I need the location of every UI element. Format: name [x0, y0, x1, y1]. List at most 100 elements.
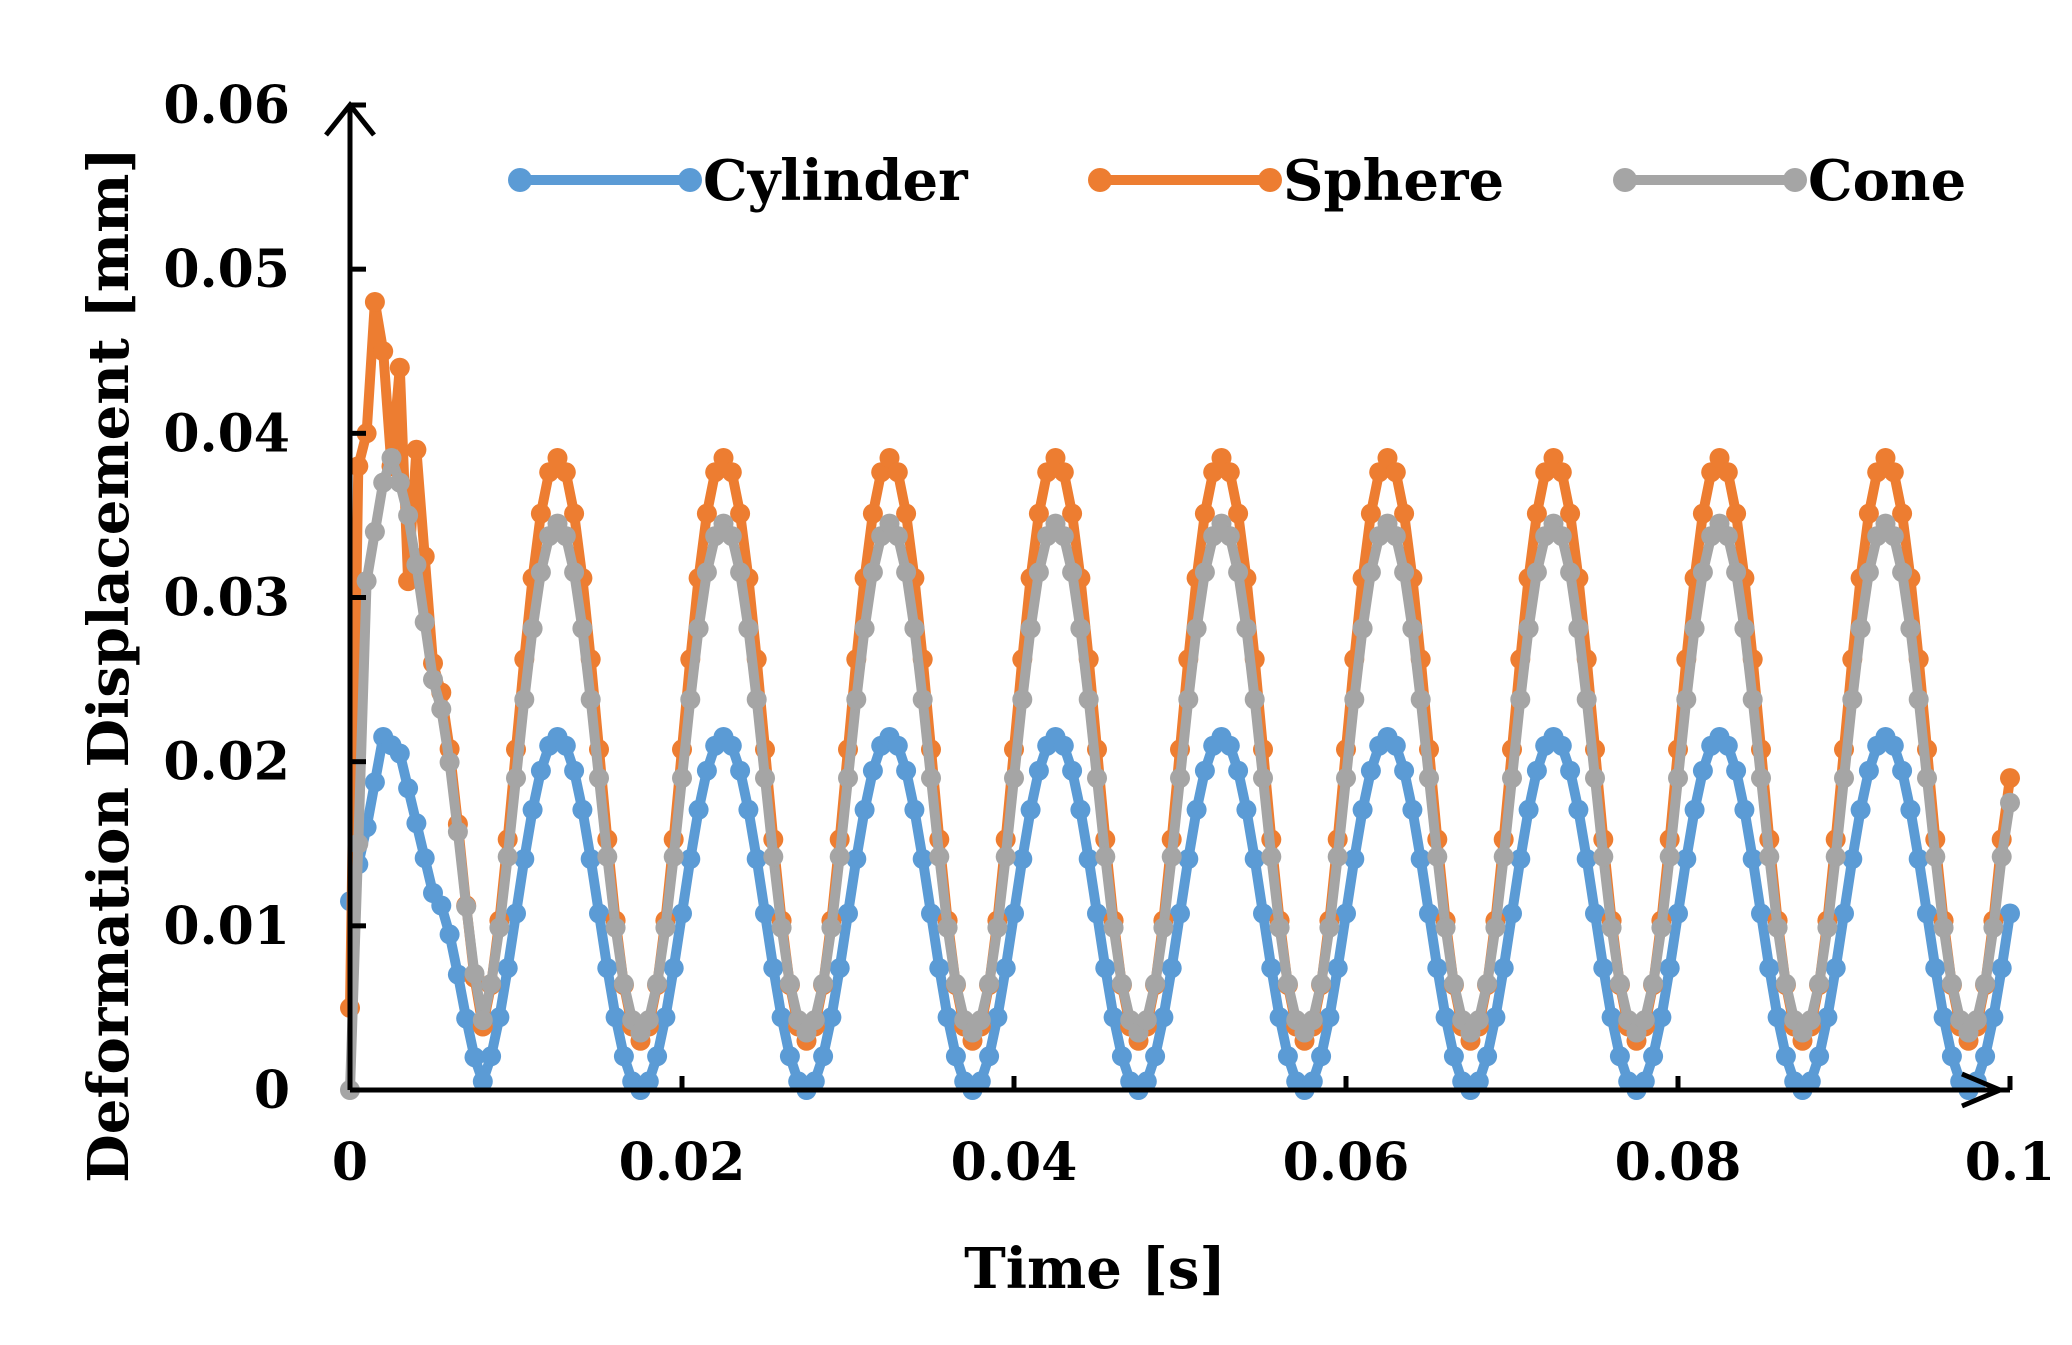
data-point — [1136, 1010, 1157, 1031]
legend-marker — [1258, 168, 1282, 192]
data-point — [1717, 735, 1738, 756]
x-tick-label: 0.06 — [1283, 1132, 1410, 1193]
data-point — [1858, 503, 1879, 524]
data-point — [1336, 768, 1356, 789]
data-point — [1327, 958, 1348, 979]
data-point — [1991, 958, 2012, 979]
data-point — [647, 1046, 668, 1067]
data-point — [555, 462, 576, 483]
data-point — [1510, 849, 1531, 869]
data-point — [846, 849, 867, 869]
data-point — [1842, 849, 1863, 869]
data-point — [1402, 618, 1423, 639]
data-point — [1219, 735, 1240, 756]
data-point — [1170, 768, 1190, 789]
data-point — [1759, 958, 1780, 979]
data-point — [1028, 503, 1049, 524]
data-point — [1145, 973, 1166, 994]
data-point — [1883, 526, 1904, 547]
data-point — [1236, 618, 1257, 639]
data-point — [572, 799, 593, 820]
data-point — [887, 735, 908, 756]
data-point — [1585, 903, 1605, 924]
data-point — [456, 896, 477, 917]
data-point — [1883, 462, 1904, 483]
data-point — [838, 768, 858, 789]
data-point — [497, 846, 518, 867]
data-point — [348, 833, 369, 854]
data-point — [1004, 903, 1024, 924]
data-point — [1070, 799, 1091, 820]
data-point — [1435, 1007, 1456, 1028]
data-point — [688, 618, 709, 639]
data-point — [1576, 689, 1597, 710]
data-point — [730, 503, 751, 524]
data-point — [995, 958, 1016, 979]
data-point — [663, 958, 684, 979]
y-tick-label: 0.06 — [163, 75, 290, 136]
data-point — [804, 1071, 825, 1092]
data-point — [1087, 903, 1107, 924]
series-layer — [340, 292, 2020, 1100]
y-tick-label: 0.02 — [163, 732, 290, 793]
data-point — [464, 963, 485, 984]
data-point — [1468, 1010, 1489, 1031]
data-point — [937, 917, 958, 938]
data-point — [721, 735, 742, 756]
data-point — [1186, 618, 1207, 639]
data-point — [1800, 1010, 1821, 1031]
data-point — [356, 571, 377, 592]
data-point — [1917, 768, 1937, 789]
data-point — [862, 562, 883, 583]
legend: Cylinder Sphere Cone — [508, 148, 1966, 214]
data-point — [696, 562, 717, 583]
data-point — [530, 760, 551, 781]
data-point — [746, 849, 767, 869]
data-point — [1518, 618, 1539, 639]
data-point — [1302, 1071, 1323, 1092]
data-point — [1551, 462, 1572, 483]
y-tick-label: 0.05 — [163, 239, 290, 300]
data-point — [447, 964, 468, 985]
data-point — [1900, 799, 1921, 820]
data-point — [364, 521, 385, 542]
data-point — [1551, 735, 1572, 756]
data-point — [1360, 503, 1381, 524]
data-point — [779, 1046, 800, 1067]
data-point — [1419, 768, 1439, 789]
data-point — [1028, 562, 1049, 583]
data-point — [1751, 903, 1771, 924]
data-point — [439, 752, 460, 773]
data-point — [1427, 958, 1448, 979]
data-point — [1809, 1046, 1830, 1067]
data-point — [638, 1010, 659, 1031]
data-point — [1925, 846, 1946, 867]
data-point — [522, 618, 543, 639]
data-point — [854, 799, 875, 820]
data-point — [597, 958, 618, 979]
data-point — [1593, 958, 1614, 979]
data-point — [572, 618, 593, 639]
data-point — [1850, 799, 1871, 820]
data-point — [1385, 526, 1406, 547]
data-point — [497, 958, 518, 979]
data-point — [937, 1007, 958, 1028]
data-point — [522, 799, 543, 820]
legend-marker — [508, 168, 532, 192]
data-point — [1908, 849, 1929, 869]
data-point — [564, 562, 585, 583]
data-point — [1485, 917, 1506, 938]
data-point — [1261, 958, 1282, 979]
data-point — [514, 849, 535, 869]
data-point — [854, 618, 875, 639]
legend-marker — [678, 168, 702, 192]
data-point — [389, 357, 410, 378]
data-point — [838, 903, 858, 924]
data-point — [821, 917, 842, 938]
data-point — [1858, 760, 1879, 781]
data-point — [506, 768, 526, 789]
legend-item-sphere: Sphere — [1088, 148, 1504, 214]
data-point — [356, 423, 377, 444]
data-point — [680, 849, 701, 869]
data-point — [995, 846, 1016, 867]
